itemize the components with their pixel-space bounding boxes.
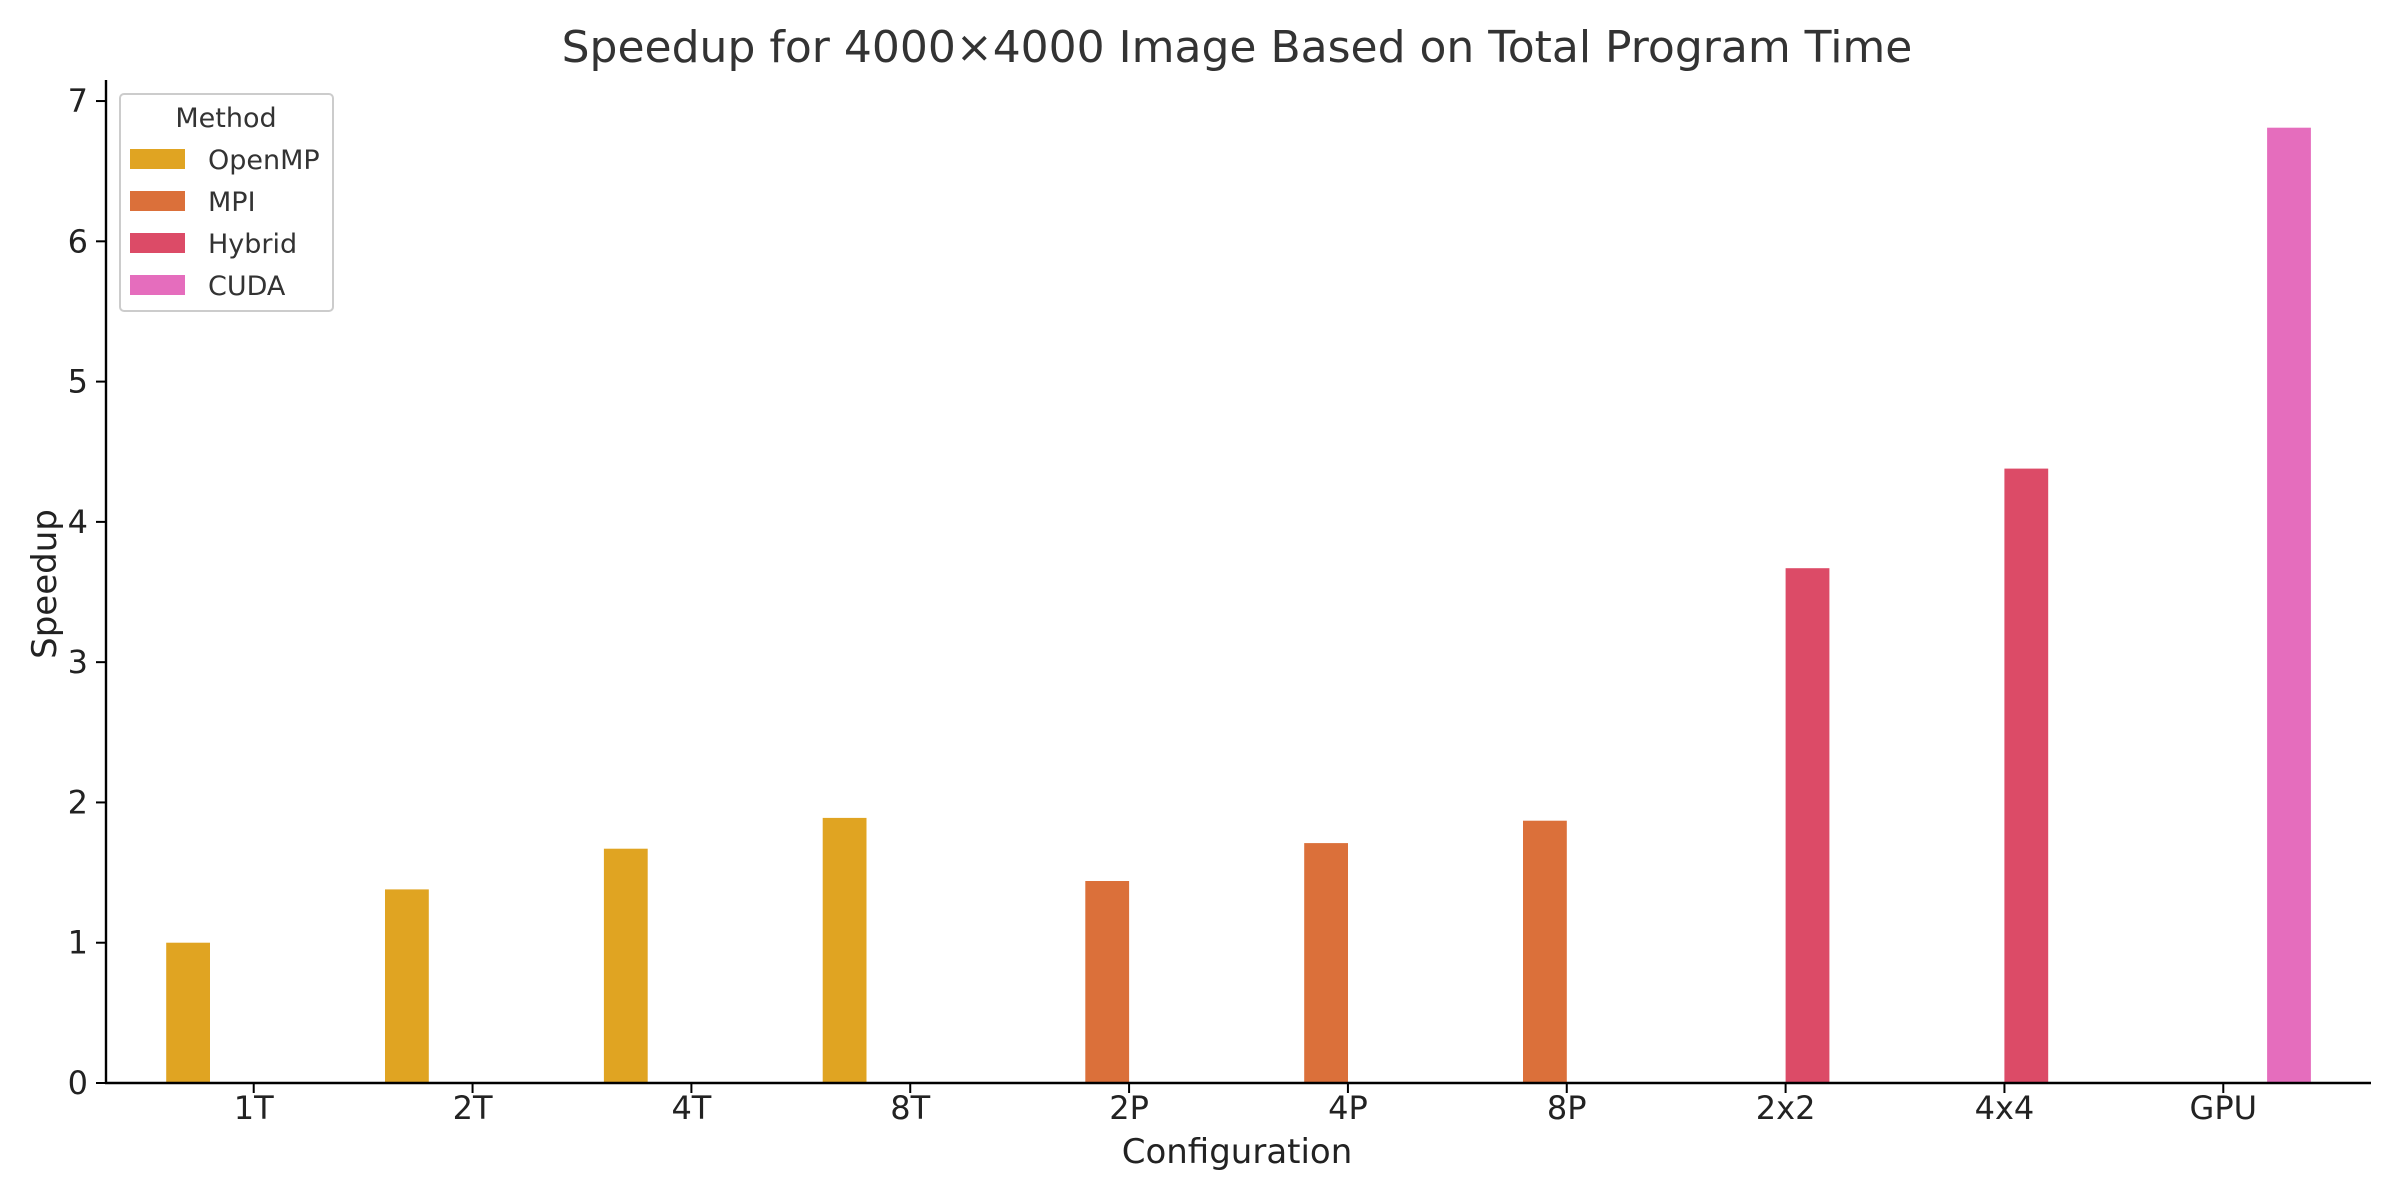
y-tick-label: 0 [68, 1064, 88, 1102]
x-tick-label: 4T [671, 1089, 711, 1127]
y-tick-label: 7 [68, 82, 88, 120]
y-tick-label: 6 [68, 222, 88, 260]
x-tick-label: 8P [1547, 1089, 1587, 1127]
legend-label-cuda: CUDA [208, 271, 286, 302]
legend-title: Method [175, 103, 276, 134]
legend-label-hybrid: Hybrid [208, 229, 297, 260]
legend-label-mpi: MPI [208, 187, 256, 218]
legend: Method OpenMP MPI Hybrid CUDA [119, 93, 334, 312]
bar-2p-mpi [1085, 881, 1130, 1083]
bar-1t-openmp [166, 942, 210, 1083]
y-tick-label: 5 [68, 363, 88, 401]
bar-4t-openmp [603, 848, 648, 1083]
bar-2t-openmp [385, 889, 429, 1083]
legend-items: OpenMP MPI Hybrid CUDA [130, 145, 320, 302]
chart-title: Speedup for 4000×4000 Image Based on Tot… [562, 22, 1913, 73]
y-tick-label: 2 [68, 783, 88, 821]
x-tick-label: 2x2 [1756, 1089, 1816, 1127]
legend-swatch-cuda [130, 275, 185, 295]
legend-swatch-hybrid [130, 233, 185, 253]
x-tick-label: GPU [2190, 1089, 2258, 1127]
y-tick-label: 4 [68, 503, 88, 541]
x-tick-label: 2T [453, 1089, 493, 1127]
x-tick-label: 4x4 [1975, 1089, 2035, 1127]
x-tick-label: 1T [234, 1089, 274, 1127]
legend-swatch-openmp [130, 149, 185, 169]
bar-2x2-hybrid [1785, 568, 1830, 1083]
legend-swatch-mpi [130, 191, 185, 211]
bar-4x4-hybrid [2004, 468, 2049, 1084]
x-tick-label: 8T [890, 1089, 930, 1127]
x-axis-label: Configuration [1122, 1132, 1353, 1172]
y-tick-label: 3 [68, 643, 88, 681]
bar-4p-mpi [1304, 843, 1348, 1083]
legend-frame [119, 93, 334, 312]
y-ticks-group: 0 1 2 3 4 5 6 7 [68, 82, 106, 1102]
legend-label-openmp: OpenMP [208, 145, 320, 176]
y-axis-label: Speedup [25, 509, 65, 659]
x-tick-label: 2P [1109, 1089, 1149, 1127]
bar-gpu-cuda [2267, 127, 2311, 1083]
bar-8t-openmp [822, 817, 867, 1083]
x-tick-label: 4P [1328, 1089, 1368, 1127]
bars-group [166, 127, 2311, 1084]
x-ticks-group: 1T 2T 4T 8T 2P 4P 8P 2x2 4x4 GPU [234, 1083, 2257, 1127]
bar-8p-mpi [1523, 820, 1567, 1083]
y-tick-label: 1 [68, 924, 88, 962]
